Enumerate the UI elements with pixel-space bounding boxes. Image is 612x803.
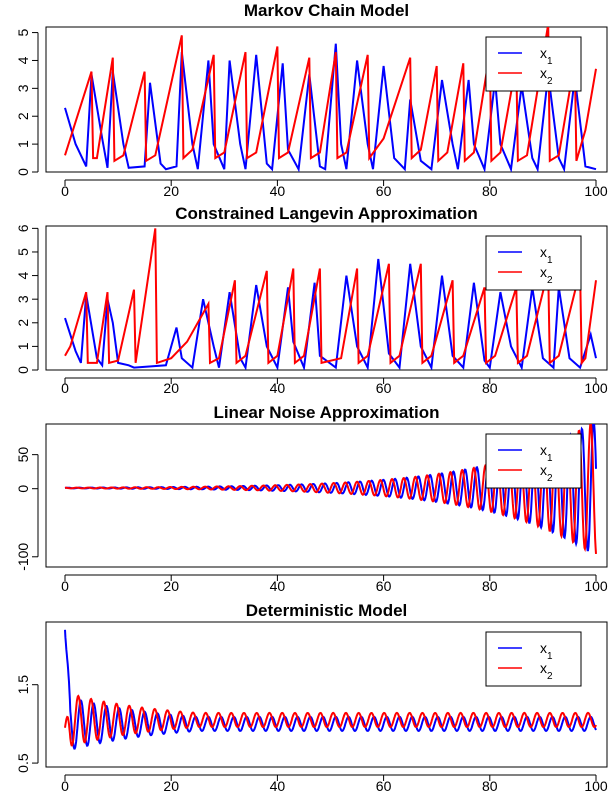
plot-frame [45,26,608,173]
y-tick-label: 0.5 [15,753,31,773]
x-tick-label: 40 [270,578,286,594]
y-tick-label: 2 [15,319,31,327]
series-line-x2 [64,228,597,366]
chart-panel-3: Linear Noise Approximation 0 20 40 60 80 100 50… [15,403,608,594]
series-line-x1 [64,629,597,750]
y-tick-label: 2 [15,112,31,120]
legend-label-x2: x2 [540,660,553,682]
chart-title: Deterministic Model [246,601,408,620]
chart-panel-4: Deterministic Model 0 20 40 60 80 100 0.5 1.5 x1x… [15,601,608,794]
plot-frame [45,423,608,568]
x-tick-label: 80 [482,778,498,794]
legend-label-x2: x2 [540,264,553,286]
x-tick-label: 100 [584,578,608,594]
x-tick-label: 80 [482,380,498,396]
legend-box [485,36,582,92]
plot-frame [45,225,608,371]
x-tick-label: 100 [584,778,608,794]
x-tick-label: 80 [482,578,498,594]
y-tick-label: 0 [15,366,31,374]
x-tick-label: 0 [61,578,69,594]
x-tick-label: 20 [163,380,179,396]
legend-label-x2: x2 [540,462,553,484]
x-tick-label: 20 [163,183,179,199]
y-tick-label: 0 [15,485,31,493]
legend-label-x2: x2 [540,65,553,87]
chart-title: Linear Noise Approximation [213,403,439,422]
x-tick-label: 40 [270,183,286,199]
y-tick-label: 0 [15,168,31,176]
legend-box [485,631,582,687]
y-tick-label: 1.5 [15,675,31,695]
legend-label-x1: x1 [540,442,553,464]
x-tick-label: 40 [270,380,286,396]
x-tick-label: 80 [482,183,498,199]
x-tick-label: 60 [376,778,392,794]
legend-box [485,433,582,489]
x-tick-label: 0 [61,778,69,794]
legend-label-x1: x1 [540,45,553,67]
series-line-x1 [64,258,597,370]
y-tick-label: 1 [15,140,31,148]
y-tick-label: 4 [15,56,31,64]
x-tick-label: 60 [376,578,392,594]
y-tick-label: 1 [15,342,31,350]
y-tick-label: 3 [15,295,31,303]
chart-title: Markov Chain Model [244,1,409,20]
x-tick-label: 100 [584,380,608,396]
y-tick-label: 50 [15,447,31,463]
chart-title: Constrained Langevin Approximation [175,204,478,223]
y-tick-label: 3 [15,84,31,92]
legend-label-x1: x1 [540,244,553,266]
x-tick-label: 40 [270,778,286,794]
y-tick-label: 5 [15,28,31,36]
y-tick-label: -100 [15,543,31,571]
x-tick-label: 20 [163,578,179,594]
y-tick-label: 6 [15,224,31,232]
x-tick-label: 0 [61,183,69,199]
legend-label-x1: x1 [540,640,553,662]
x-tick-label: 20 [163,778,179,794]
series-line-x2 [64,694,597,747]
x-tick-label: 60 [376,183,392,199]
y-tick-label: 4 [15,271,31,279]
series-line-x1 [64,43,597,172]
plot-frame [45,621,608,768]
legend-box [485,235,582,291]
x-tick-label: 60 [376,380,392,396]
x-tick-label: 100 [584,183,608,199]
y-tick-label: 5 [15,248,31,256]
x-tick-label: 0 [61,380,69,396]
